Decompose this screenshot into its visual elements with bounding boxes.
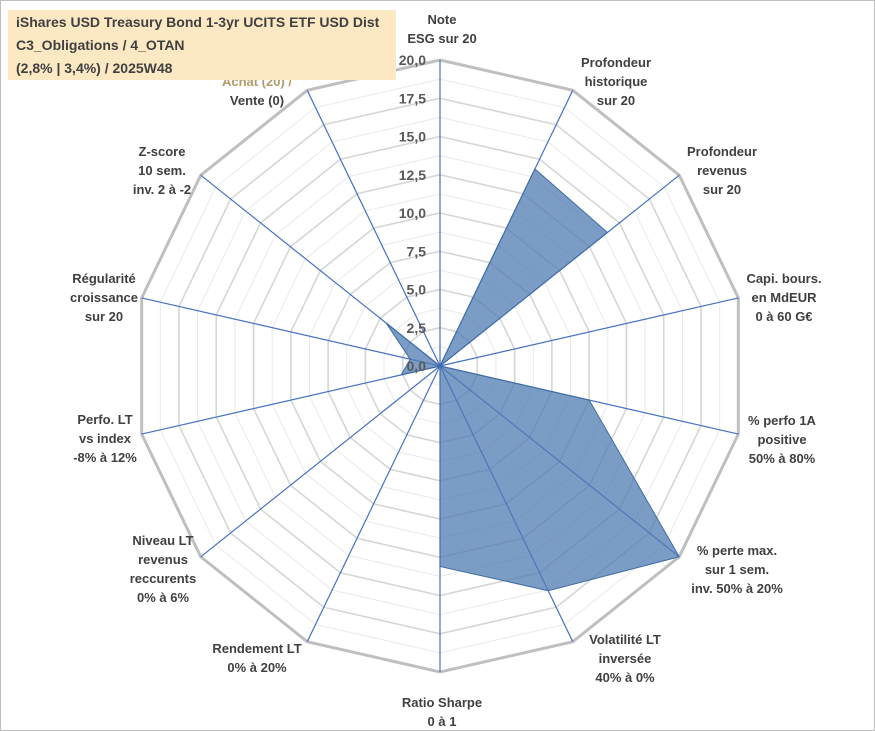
axis-label: Z-score [139, 144, 186, 159]
axis-label: revenus [138, 552, 188, 567]
tick-label: 2,5 [407, 320, 427, 336]
axis-label: % perte max. [697, 543, 777, 558]
tick-label: 20,0 [399, 52, 426, 68]
tick-label: 5,0 [407, 282, 427, 298]
axis-label: 0 à 60 G€ [755, 309, 812, 324]
chart-subtitle-date: (2,8% | 3,4%) / 2025W48 [16, 60, 173, 76]
axis-label: inv. 50% à 20% [691, 581, 783, 596]
axis-spoke [306, 90, 441, 367]
chart-title: iShares USD Treasury Bond 1-3yr UCITS ET… [16, 14, 380, 30]
axis-label: Ratio Sharpe [402, 695, 482, 710]
axis-label: Volatilité LT [589, 632, 661, 647]
axis-label: 0% à 6% [137, 590, 189, 605]
axis-label: historique [585, 74, 648, 89]
axis-label: Capi. bours. [746, 271, 821, 286]
axis-label: 0% à 20% [227, 660, 287, 675]
axis-label: inv. 2 à -2 [133, 182, 191, 197]
radial-tick-labels: 0,0 2,5 5,0 7,5 10,0 12,5 15,0 17,5 20,0 [399, 52, 426, 374]
axis-spoke [141, 297, 441, 367]
axis-label: 50% à 80% [749, 451, 816, 466]
axis-label: sur 20 [597, 93, 635, 108]
axis-label: Régularité [72, 271, 136, 286]
axis-label: Profondeur [581, 55, 651, 70]
axis-label: % perfo 1A [748, 413, 817, 428]
axis-label: Niveau LT [132, 533, 193, 548]
axis-label: Perfo. LT [77, 412, 132, 427]
axis-labels: Note ESG sur 20 Profondeur historique sur 20… [70, 12, 822, 729]
tick-label: 12,5 [399, 167, 426, 183]
tick-label: 17,5 [399, 90, 426, 106]
axis-label: 0 à 1 [428, 714, 457, 729]
axis-label: revenus [697, 163, 747, 178]
tick-label: 7,5 [407, 243, 427, 259]
axis-label: Vente (0) [230, 93, 284, 108]
axis-label: ESG sur 20 [407, 31, 476, 46]
axis-label: croissance [70, 290, 138, 305]
chart-subtitle-category: C3_Obligations / 4_OTAN [16, 37, 185, 53]
axis-label: reccurents [130, 571, 196, 586]
tick-label: 10,0 [399, 205, 426, 221]
tick-label: 0,0 [407, 358, 427, 374]
axis-label: positive [757, 432, 806, 447]
axis-label: Profondeur [687, 144, 757, 159]
axis-label: sur 20 [85, 309, 123, 324]
radar-series [385, 168, 681, 592]
axis-spoke [439, 297, 739, 367]
series-area [385, 168, 681, 592]
chart-title-box: iShares USD Treasury Bond 1-3yr UCITS ET… [8, 10, 396, 80]
tick-label: 15,0 [399, 129, 426, 145]
axis-label: vs index [79, 431, 132, 446]
axis-label: 40% à 0% [595, 670, 655, 685]
axis-label: -8% à 12% [73, 450, 137, 465]
axis-label: en MdEUR [752, 290, 818, 305]
axis-label: Note [428, 12, 457, 27]
axis-label: inversée [599, 651, 652, 666]
axis-spoke [306, 365, 441, 642]
axis-spoke [200, 365, 441, 558]
axis-label: 10 sem. [138, 163, 186, 178]
axis-label: sur 1 sem. [705, 562, 769, 577]
axis-spoke [141, 365, 441, 435]
axis-label: Rendement LT [212, 641, 301, 656]
axis-label: sur 20 [703, 182, 741, 197]
